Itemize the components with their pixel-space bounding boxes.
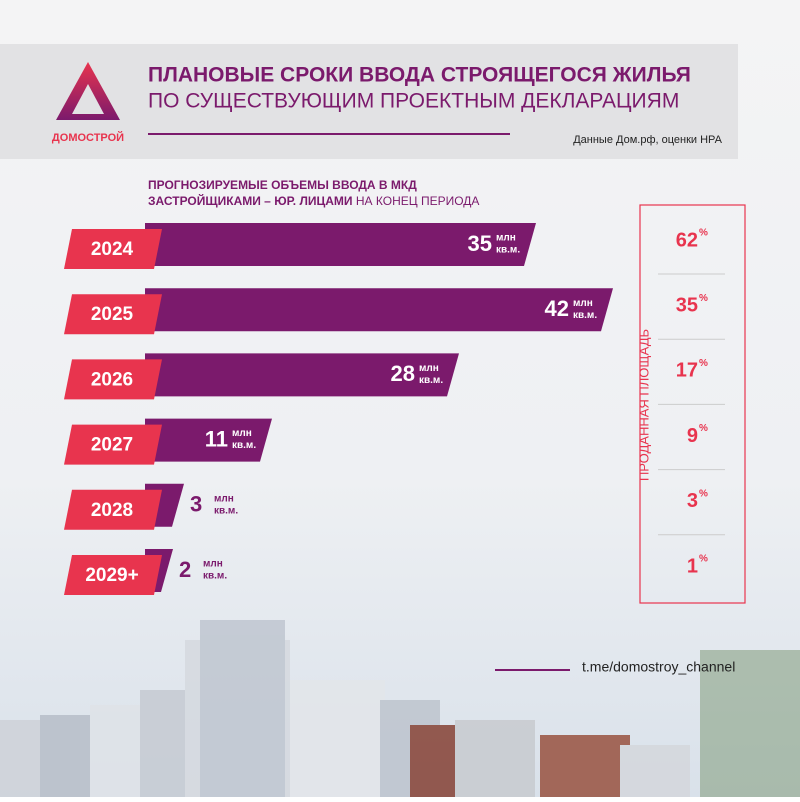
value-unit: млн — [496, 233, 516, 244]
sold-area-unit: % — [699, 423, 708, 434]
sold-area-unit: % — [699, 228, 708, 239]
category-box — [64, 555, 162, 595]
sold-area-value: 35 — [676, 294, 698, 316]
sold-area-value: 9 — [687, 425, 698, 447]
logo-mark — [72, 84, 104, 114]
category-box — [64, 294, 162, 335]
category-box — [64, 359, 162, 400]
sold-area-box — [639, 204, 746, 604]
category-label: 2025 — [91, 304, 134, 325]
bar — [145, 223, 536, 266]
sold-area-value: 3 — [687, 490, 698, 512]
sold-area-value: 62 — [676, 229, 698, 251]
category-box — [64, 489, 162, 530]
sold-area-value: 1 — [687, 555, 698, 577]
value-label: 3 — [190, 492, 202, 517]
logo-text: ДОМОСТРОЙ — [52, 131, 124, 144]
value-unit: кв.м. — [203, 571, 227, 582]
chart-title: ПРОГНОЗИРУЕМЫЕ ОБЪЕМЫ ВВОДА В МКД — [148, 178, 417, 192]
city — [0, 620, 800, 797]
value-label: 11 — [205, 426, 228, 451]
chart-title: ЗАСТРОЙЩИКАМИ – ЮР. ЛИЦАМИ НА КОНЕЦ ПЕРИ… — [148, 193, 479, 208]
category-box — [64, 424, 162, 465]
value-unit: млн — [573, 298, 593, 309]
title: ПЛАНОВЫЕ СРОКИ ВВОДА СТРОЯЩЕГОСЯ ЖИЛЬЯ — [148, 64, 691, 87]
header-band — [0, 44, 738, 159]
value-unit: кв.м. — [496, 245, 520, 256]
category-label: 2027 — [91, 435, 133, 456]
category-label: 2029+ — [85, 565, 138, 586]
bar — [145, 288, 613, 332]
value-unit: кв.м. — [232, 440, 256, 451]
value-label: 35 — [468, 231, 492, 256]
category-box — [64, 229, 162, 269]
value-unit: млн — [419, 363, 439, 374]
sold-area-unit: % — [699, 554, 708, 565]
value-unit: млн — [214, 493, 234, 504]
sold-area-value: 17 — [676, 360, 698, 382]
value-unit: кв.м. — [419, 375, 443, 386]
value-unit: млн — [203, 559, 223, 570]
value-label: 42 — [545, 296, 569, 321]
sold-area-unit: % — [699, 488, 708, 499]
category-label: 2028 — [91, 500, 133, 521]
chart-title: ЗАСТРОЙЩИКАМИ – ЮР. ЛИЦАМИ — [148, 193, 353, 208]
sold-area-unit: % — [699, 358, 708, 369]
value-unit: кв.м. — [573, 310, 597, 321]
bar — [145, 353, 459, 397]
footer-link[interactable]: t.me/domostroy_channel — [582, 659, 735, 675]
subtitle: ПО СУЩЕСТВУЮЩИМ ПРОЕКТНЫМ ДЕКЛАРАЦИЯМ — [148, 90, 679, 113]
value-unit: млн — [232, 428, 252, 439]
sold-area-label: ПРОДАННАЯ ПЛОЩАДЬ — [636, 329, 651, 481]
source: Данные Дом.рф, оценки НРА — [573, 134, 722, 146]
value-unit: кв.м. — [214, 505, 238, 516]
category-label: 2024 — [91, 239, 134, 260]
value-label: 28 — [391, 361, 415, 386]
chart-title: НА КОНЕЦ ПЕРИОДА — [356, 194, 480, 208]
category-label: 2026 — [91, 369, 133, 390]
sold-area-unit: % — [699, 293, 708, 304]
value-label: 2 — [179, 557, 191, 582]
bar — [145, 418, 272, 462]
